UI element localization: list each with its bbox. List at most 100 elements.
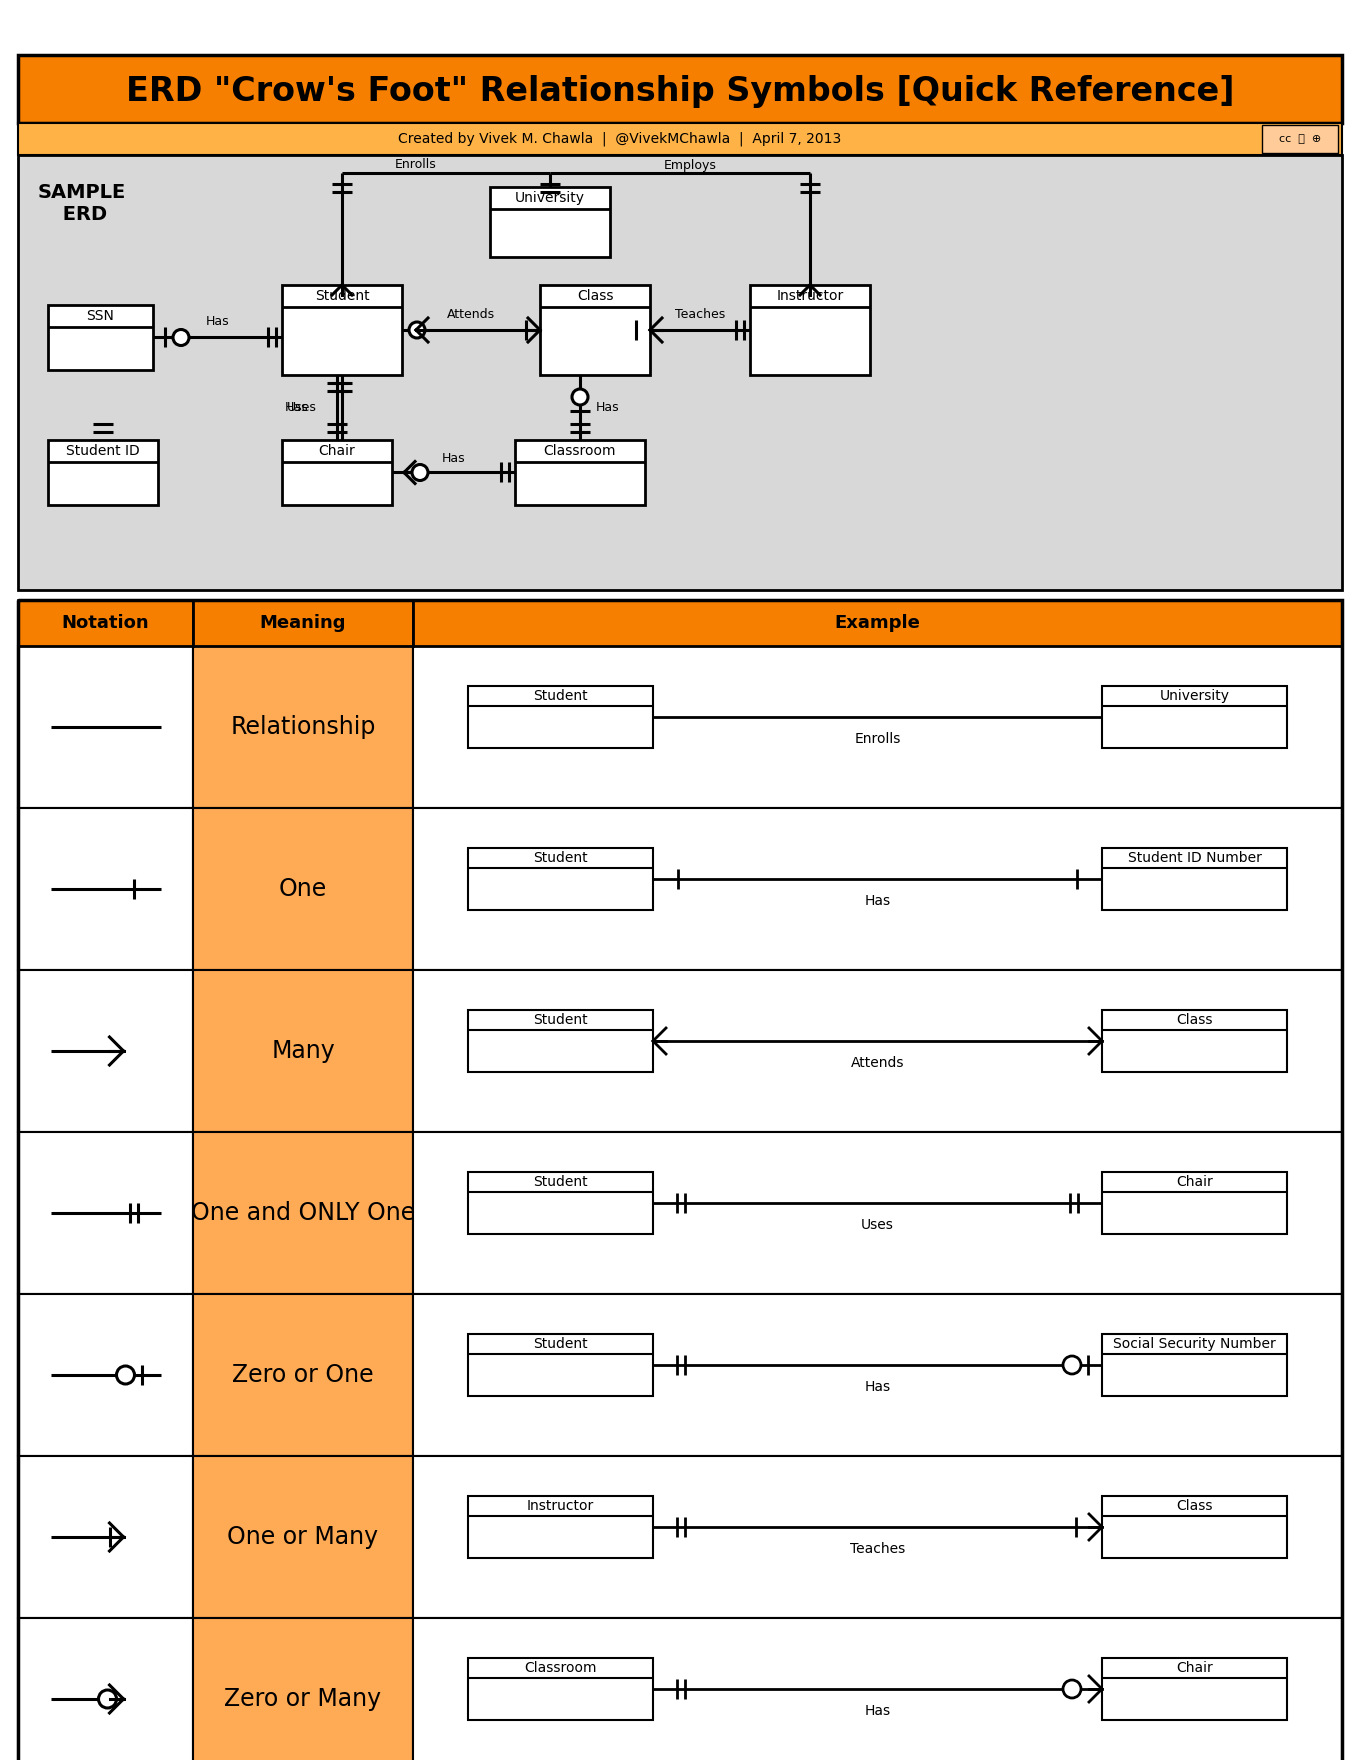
Text: Instructor: Instructor: [526, 1500, 594, 1514]
Bar: [468, 1658, 653, 1720]
Text: Class: Class: [1176, 1500, 1213, 1514]
Text: Attends: Attends: [851, 1056, 904, 1070]
Bar: [18, 1294, 193, 1456]
Bar: [468, 1496, 653, 1558]
Text: Class: Class: [577, 289, 613, 303]
Bar: [18, 1132, 193, 1294]
Text: Chair: Chair: [1176, 1661, 1213, 1676]
Text: Student: Student: [314, 289, 370, 303]
Text: Enrolls: Enrolls: [854, 732, 900, 746]
Text: Class: Class: [1176, 1014, 1213, 1028]
Text: Relationship: Relationship: [230, 715, 375, 739]
Bar: [540, 285, 650, 375]
Text: University: University: [1160, 688, 1229, 702]
Bar: [1262, 125, 1338, 153]
Text: Instructor: Instructor: [777, 289, 843, 303]
Text: Student: Student: [533, 852, 588, 864]
Bar: [413, 970, 1342, 1132]
Text: Student: Student: [533, 1014, 588, 1028]
Circle shape: [573, 389, 588, 405]
Bar: [515, 440, 645, 505]
Text: Uses: Uses: [861, 1218, 894, 1232]
Text: Classroom: Classroom: [524, 1661, 597, 1676]
Bar: [749, 285, 870, 375]
Circle shape: [98, 1690, 117, 1707]
Bar: [18, 123, 1342, 155]
Circle shape: [173, 329, 189, 345]
Bar: [18, 1456, 193, 1617]
Bar: [193, 600, 413, 646]
Bar: [468, 1334, 653, 1396]
Text: Zero or Many: Zero or Many: [224, 1688, 382, 1711]
Bar: [18, 970, 193, 1132]
Text: Has: Has: [865, 894, 891, 908]
Text: Student: Student: [533, 688, 588, 702]
Text: Chair: Chair: [318, 444, 355, 458]
Bar: [282, 440, 392, 505]
Bar: [468, 1010, 653, 1072]
Text: SAMPLE
 ERD: SAMPLE ERD: [38, 183, 126, 224]
Circle shape: [1064, 1355, 1081, 1375]
Bar: [18, 646, 193, 808]
Text: One and ONLY One: One and ONLY One: [190, 1200, 415, 1225]
Bar: [468, 1172, 653, 1234]
Text: Enrolls: Enrolls: [396, 158, 437, 171]
Circle shape: [117, 1366, 135, 1383]
Text: Chair: Chair: [1176, 1176, 1213, 1190]
Bar: [1102, 1172, 1287, 1234]
Bar: [413, 1132, 1342, 1294]
Text: Has: Has: [865, 1380, 891, 1394]
Bar: [193, 808, 413, 970]
Text: Uses: Uses: [287, 401, 317, 414]
Text: Example: Example: [835, 614, 921, 632]
Text: Student ID: Student ID: [67, 444, 140, 458]
Text: University: University: [515, 192, 585, 204]
Bar: [193, 646, 413, 808]
Text: Student: Student: [533, 1176, 588, 1190]
Text: Has: Has: [442, 452, 465, 465]
Bar: [18, 1617, 193, 1760]
Text: Employs: Employs: [664, 158, 717, 171]
Text: Social Security Number: Social Security Number: [1112, 1338, 1276, 1352]
Text: Has: Has: [596, 401, 620, 414]
Bar: [193, 970, 413, 1132]
Circle shape: [412, 465, 428, 480]
Bar: [468, 848, 653, 910]
Text: cc  ⓘ  ⊕: cc ⓘ ⊕: [1278, 134, 1321, 144]
Bar: [1102, 1496, 1287, 1558]
Bar: [1102, 1010, 1287, 1072]
Bar: [413, 1456, 1342, 1617]
Text: Zero or One: Zero or One: [233, 1362, 374, 1387]
Text: Has: Has: [286, 401, 309, 414]
Bar: [193, 1294, 413, 1456]
Text: Student ID Number: Student ID Number: [1127, 852, 1262, 864]
Bar: [413, 646, 1342, 808]
Bar: [1102, 848, 1287, 910]
Bar: [193, 1617, 413, 1760]
Bar: [282, 285, 403, 375]
Text: Student: Student: [533, 1338, 588, 1352]
Bar: [413, 1617, 1342, 1760]
Text: Attends: Attends: [447, 308, 495, 320]
Bar: [193, 1456, 413, 1617]
Text: Many: Many: [271, 1038, 335, 1063]
Text: Has: Has: [205, 315, 230, 327]
Text: Meaning: Meaning: [260, 614, 347, 632]
Bar: [18, 600, 1342, 1760]
Bar: [1102, 686, 1287, 748]
Text: Teaches: Teaches: [675, 308, 725, 320]
Text: Notation: Notation: [61, 614, 150, 632]
Text: Classroom: Classroom: [544, 444, 616, 458]
Text: Teaches: Teaches: [850, 1542, 906, 1556]
Text: Has: Has: [865, 1704, 891, 1718]
Bar: [468, 686, 653, 748]
Text: Created by Vivek M. Chawla  |  @VivekMChawla  |  April 7, 2013: Created by Vivek M. Chawla | @VivekMChaw…: [398, 132, 842, 146]
Text: SSN: SSN: [87, 310, 114, 324]
Bar: [48, 304, 152, 370]
Bar: [413, 600, 1342, 646]
Bar: [18, 600, 193, 646]
Bar: [413, 1294, 1342, 1456]
Bar: [193, 1132, 413, 1294]
Text: One or Many: One or Many: [227, 1524, 378, 1549]
Bar: [413, 808, 1342, 970]
